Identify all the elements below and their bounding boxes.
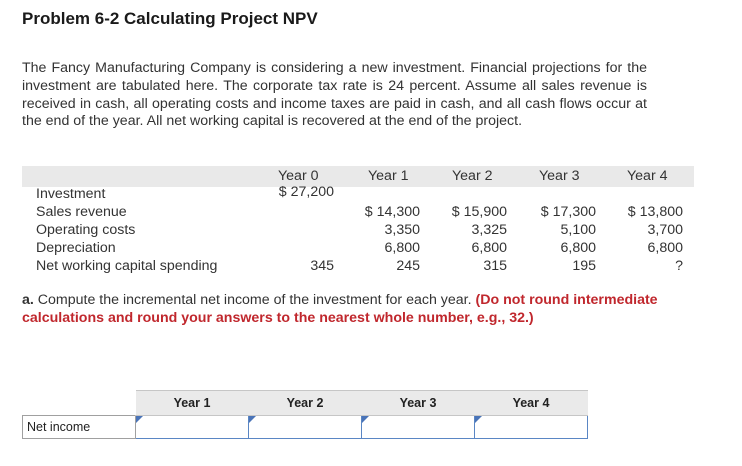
cell-dep-y3: 6,800: [560, 240, 596, 256]
input-marker-icon: [475, 416, 482, 423]
cell-sales-y3: $ 17,300: [540, 204, 596, 220]
cell-opcost-y2: 3,325: [471, 222, 507, 238]
row-label-depreciation: Depreciation: [36, 240, 116, 256]
question-a: a. Compute the incremental net income of…: [22, 292, 662, 327]
cell-nwc-y1: 245: [396, 258, 420, 274]
problem-title: Problem 6-2 Calculating Project NPV: [22, 9, 318, 28]
cell-dep-y4: 6,800: [647, 240, 683, 256]
header-year-4: Year 4: [627, 168, 668, 184]
row-label-nwc-spending: Net working capital spending: [36, 258, 218, 274]
input-marker-icon: [362, 416, 369, 423]
answer-header-year-1: Year 1: [135, 390, 249, 416]
header-year-3: Year 3: [539, 168, 580, 184]
projection-header-band: [22, 166, 694, 187]
row-label-operating-costs: Operating costs: [36, 222, 136, 238]
header-year-0: Year 0: [278, 168, 319, 184]
row-label-investment: Investment: [36, 186, 106, 202]
cell-sales-y2: $ 15,900: [451, 204, 507, 220]
net-income-year-3-input[interactable]: [362, 416, 474, 438]
cell-nwc-y0: 345: [310, 258, 334, 274]
cell-opcost-y1: 3,350: [384, 222, 420, 238]
net-income-year-4-input[interactable]: [475, 416, 587, 438]
cell-sales-y1: $ 14,300: [364, 204, 420, 220]
input-marker-icon: [249, 416, 256, 423]
header-year-2: Year 2: [452, 168, 493, 184]
answer-table: Year 1 Year 2 Year 3 Year 4 Net income: [22, 390, 588, 439]
cell-sales-y4: $ 13,800: [627, 204, 683, 220]
answer-row-label: Net income: [22, 415, 136, 439]
input-marker-icon: [136, 416, 143, 423]
cell-nwc-y3: 195: [572, 258, 596, 274]
net-income-year-1-cell: [135, 415, 249, 439]
problem-intro: The Fancy Manufacturing Company is consi…: [22, 60, 647, 130]
answer-header-year-2: Year 2: [248, 390, 362, 416]
header-year-1: Year 1: [368, 168, 409, 184]
cell-nwc-y4: ?: [675, 258, 683, 274]
row-label-sales-revenue: Sales revenue: [36, 204, 127, 220]
answer-header-year-3: Year 3: [361, 390, 475, 416]
cell-investment-y0: $ 27,200: [278, 184, 334, 200]
answer-corner: [22, 390, 136, 416]
cell-opcost-y4: 3,700: [647, 222, 683, 238]
cell-nwc-y2: 315: [483, 258, 507, 274]
cell-opcost-y3: 5,100: [560, 222, 596, 238]
net-income-year-2-input[interactable]: [249, 416, 361, 438]
cell-dep-y2: 6,800: [471, 240, 507, 256]
cell-dep-y1: 6,800: [384, 240, 420, 256]
question-letter: a.: [22, 292, 34, 308]
net-income-year-3-cell: [361, 415, 475, 439]
net-income-year-4-cell: [474, 415, 588, 439]
net-income-year-1-input[interactable]: [136, 416, 248, 438]
question-instruction: (Do not round intermediate calculations …: [22, 292, 658, 326]
question-text: Compute the incremental net income of th…: [37, 292, 472, 308]
answer-header-year-4: Year 4: [474, 390, 588, 416]
net-income-year-2-cell: [248, 415, 362, 439]
